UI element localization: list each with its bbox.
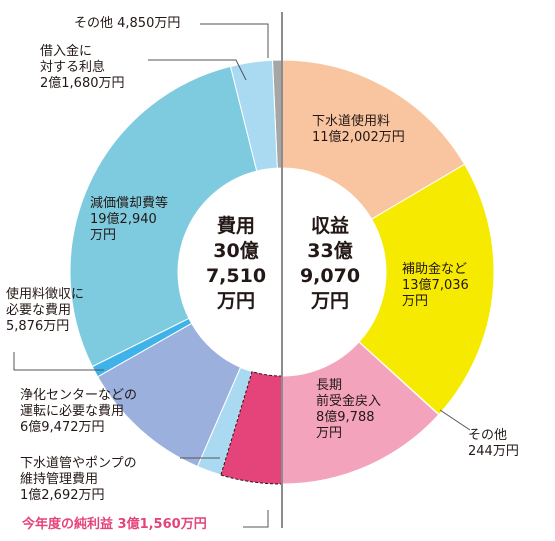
expense-total: 費用 30億 7,510 万円: [205, 215, 267, 312]
label-expense-interest: 借入金に 対する利息 2億1,680万円: [40, 44, 125, 91]
revenue-slice-1: [358, 163, 495, 416]
label-revenue-other: その他 244万円: [468, 428, 519, 459]
label-revenue-subsidy: 補助金など 13億7,036 万円: [402, 262, 469, 309]
label-expense-plant: 浄化センターなどの 運転に必要な費用 6億9,472万円: [20, 388, 138, 435]
revenue-total: 収益 33億 9,070 万円: [299, 215, 361, 312]
leader-line-1: [148, 59, 247, 81]
label-expense-maintenance: 下水道管やポンプの 維持管理費用 1億2,692万円: [20, 456, 137, 503]
label-expense-depreciation: 減価償却費等 19億2,940 万円: [90, 196, 169, 243]
label-expense-other: その他 4,850万円: [74, 16, 181, 31]
leader-lines: [13, 23, 471, 528]
leader-line-2: [13, 352, 104, 371]
label-revenue-usage-fee: 下水道使用料 11億2,002万円: [312, 114, 405, 145]
label-expense-collection: 使用料徴収に 必要な費用 5,876万円: [6, 287, 85, 334]
leader-line-0: [200, 23, 269, 58]
leader-line-4: [243, 510, 269, 528]
revenue-slice-0: [281, 59, 466, 220]
label-net-profit: 今年度の純利益 3億1,560万円: [22, 517, 207, 532]
leader-line-5: [439, 409, 471, 431]
expense-slice-2: [69, 65, 258, 368]
chart-slices: [69, 59, 495, 485]
label-revenue-deferred: 長期 前受金戻入 8億9,788 万円: [316, 378, 382, 441]
